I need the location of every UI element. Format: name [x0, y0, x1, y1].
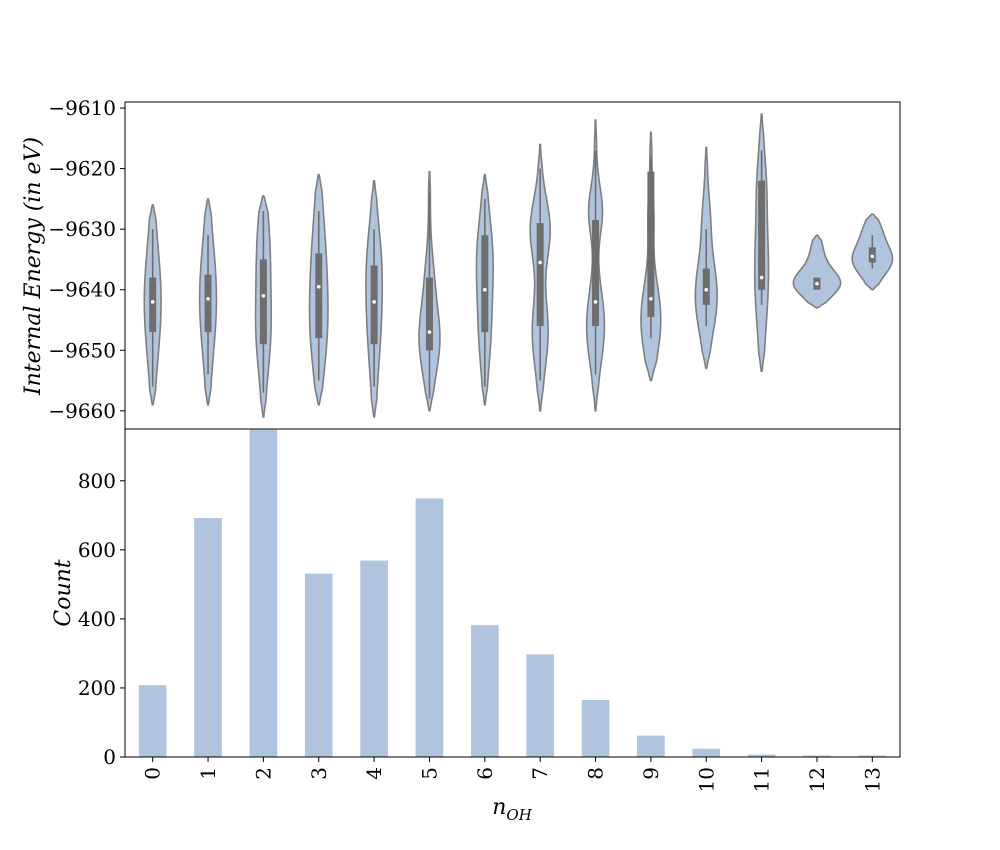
bar-series [138, 429, 887, 757]
violin-12 [792, 234, 842, 309]
violin-median-dot [316, 284, 321, 289]
bar-1 [194, 518, 222, 757]
violin-median-dot [261, 293, 266, 298]
bar-x-axis: 0 1 2 3 4 5 6 7 8 9 10 11 12 13 [141, 757, 884, 792]
violin-median-dot [759, 275, 764, 280]
bar-8 [581, 700, 610, 757]
violin-iqr-box [647, 171, 655, 317]
bar-2 [249, 429, 278, 757]
bar-9 [637, 735, 665, 757]
violin-median-dot [427, 330, 432, 334]
x-tick-label: 12 [805, 767, 829, 792]
x-tick-label: 4 [362, 767, 386, 780]
violin-y-tick-label: −9640 [48, 278, 116, 302]
bar-5 [415, 498, 444, 757]
bar-10 [692, 748, 721, 757]
violin-median-dot [483, 287, 487, 292]
violin-y-axis: −9610 −9620 −9630 −9640 −9650 −9660 [48, 96, 125, 423]
violin-iqr-box [204, 274, 212, 333]
violin-iqr-box [702, 268, 710, 305]
x-tick-label: 2 [251, 767, 275, 780]
violin-iqr-box [481, 235, 489, 333]
x-tick-label: 6 [473, 767, 497, 780]
x-tick-label: 13 [860, 767, 884, 792]
violin-y-axis-label: Internal Energy (in eV) [21, 137, 46, 396]
violin-y-tick-label: −9660 [48, 399, 116, 423]
violin-series [143, 113, 894, 418]
violin-y-tick-label: −9620 [48, 157, 116, 181]
violin-median-dot [815, 281, 819, 286]
bar-y-tick-label: 200 [78, 676, 116, 700]
x-tick-label: 9 [639, 767, 663, 780]
x-tick-label: 5 [417, 767, 441, 780]
violin-median-dot [150, 300, 155, 304]
bar-y-tick-label: 400 [78, 607, 116, 631]
bar-y-tick-label: 800 [78, 469, 116, 493]
x-tick-label: 1 [196, 767, 220, 780]
violin-iqr-box [259, 259, 267, 345]
violin-y-tick-label: −9650 [48, 338, 116, 362]
violin-median-dot [870, 254, 875, 259]
bar-y-tick-label: 0 [103, 745, 116, 769]
x-tick-label: 0 [141, 767, 165, 780]
bar-0 [138, 685, 167, 757]
bar-7 [526, 654, 555, 757]
bar-y-axis-label: Count [51, 559, 76, 626]
violin-iqr-box [758, 180, 766, 290]
violin-iqr-box [370, 265, 378, 345]
x-tick-label: 11 [750, 767, 774, 792]
violin-median-dot [206, 297, 210, 301]
violin-iqr-box [592, 220, 600, 327]
violin-iqr-box [149, 277, 157, 333]
bar-3 [304, 573, 333, 757]
violin-median-dot [593, 300, 598, 304]
violin-y-tick-label: −9610 [48, 96, 116, 120]
x-tick-label: 7 [528, 767, 552, 780]
bar-4 [360, 560, 388, 757]
violin-iqr-box [425, 277, 433, 351]
x-tick-label: 10 [694, 767, 718, 792]
violin-iqr-box [536, 223, 544, 327]
violin-median-dot [649, 297, 653, 301]
violin-median-dot [538, 260, 542, 265]
violin-iqr-box [315, 253, 323, 339]
violin-plot-frame [124, 101, 901, 430]
violin-panel: −9610 −9620 −9630 −9640 −9650 −9660 Internal … [21, 96, 901, 430]
bar-plot-frame [124, 428, 901, 758]
bar-13 [858, 755, 887, 757]
bar-11 [747, 754, 776, 757]
bar-x-axis-label: nOH [492, 795, 532, 824]
bar-y-tick-label: 600 [78, 538, 116, 562]
x-tick-label: 3 [307, 767, 331, 780]
violin-y-tick-label: −9630 [48, 217, 116, 241]
bar-6 [470, 625, 499, 757]
violin-median-dot [372, 300, 376, 304]
violin-median-dot [704, 287, 709, 292]
x-tick-label: 8 [584, 767, 608, 780]
bar-y-axis: 0 200 400 600 800 [78, 469, 125, 769]
bar-12 [803, 755, 831, 757]
